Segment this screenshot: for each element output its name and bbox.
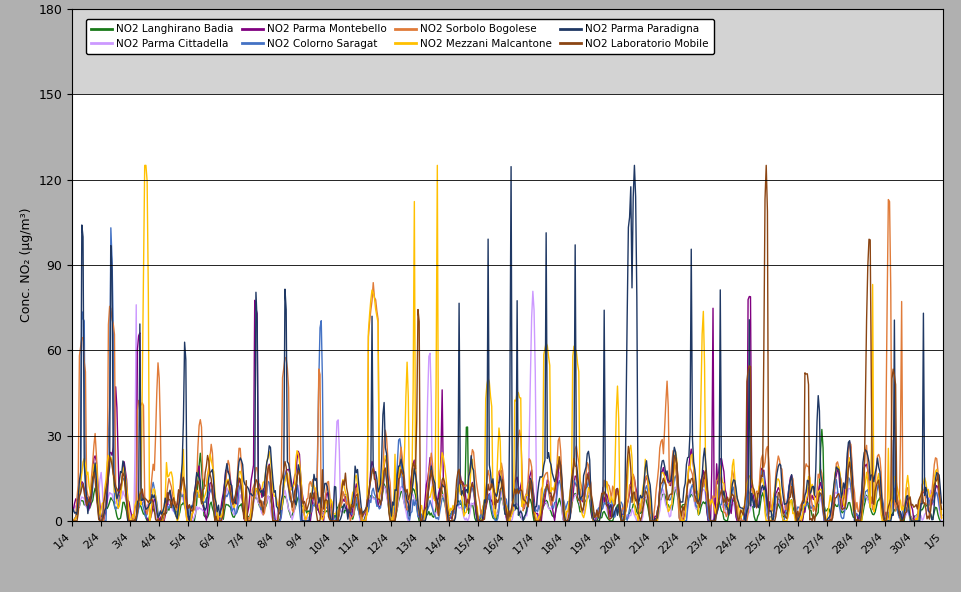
NO2 Mezzani Malcantone xyxy=(82,468,93,475)
NO2 Parma Cittadella xyxy=(640,493,652,500)
NO2 Colorno Saragat xyxy=(82,500,93,507)
NO2 Laboratorio Mobile xyxy=(306,496,317,503)
NO2 Laboratorio Mobile xyxy=(66,517,78,525)
NO2 Mezzani Malcantone xyxy=(935,515,947,522)
NO2 Colorno Saragat xyxy=(307,501,318,509)
Y-axis label: Conc. NO₂ (µg/m³): Conc. NO₂ (µg/m³) xyxy=(20,208,33,322)
NO2 Laboratorio Mobile xyxy=(259,488,271,495)
NO2 Parma Paradigna xyxy=(66,510,78,517)
NO2 Sorbolo Bogolese xyxy=(259,501,271,509)
NO2 Parma Cittadella xyxy=(527,288,538,295)
NO2 Langhirano Badia xyxy=(461,423,473,430)
NO2 Laboratorio Mobile xyxy=(82,498,93,506)
NO2 Parma Cittadella xyxy=(260,498,272,505)
NO2 Laboratorio Mobile xyxy=(171,498,183,506)
NO2 Colorno Saragat xyxy=(173,505,185,512)
NO2 Parma Montebello xyxy=(307,498,318,505)
NO2 Parma Paradigna xyxy=(935,500,947,507)
NO2 Parma Montebello xyxy=(95,517,107,525)
NO2 Sorbolo Bogolese xyxy=(935,514,947,521)
NO2 Mezzani Malcantone xyxy=(639,456,651,463)
NO2 Sorbolo Bogolese xyxy=(66,517,78,525)
NO2 Parma Cittadella xyxy=(152,517,163,525)
NO2 Colorno Saragat xyxy=(639,485,651,493)
NO2 Parma Montebello xyxy=(82,494,93,501)
NO2 Parma Cittadella xyxy=(66,507,78,514)
NO2 Langhirano Badia xyxy=(613,512,625,519)
NO2 Parma Cittadella xyxy=(173,504,185,511)
Line: NO2 Laboratorio Mobile: NO2 Laboratorio Mobile xyxy=(72,165,941,521)
NO2 Sorbolo Bogolese xyxy=(171,504,183,511)
NO2 Parma Montebello xyxy=(173,490,185,497)
NO2 Colorno Saragat xyxy=(613,500,625,507)
NO2 Colorno Saragat xyxy=(935,511,947,519)
NO2 Laboratorio Mobile xyxy=(935,506,947,513)
Line: NO2 Parma Montebello: NO2 Parma Montebello xyxy=(72,297,941,521)
NO2 Parma Paradigna xyxy=(260,459,272,466)
NO2 Parma Paradigna xyxy=(613,501,625,509)
NO2 Laboratorio Mobile xyxy=(612,494,624,501)
NO2 Langhirano Badia xyxy=(306,501,317,509)
NO2 Colorno Saragat xyxy=(105,224,116,231)
Bar xyxy=(72,9,942,94)
NO2 Mezzani Malcantone xyxy=(307,480,318,487)
NO2 Mezzani Malcantone xyxy=(173,514,185,522)
NO2 Parma Paradigna xyxy=(307,487,318,494)
Line: NO2 Langhirano Badia: NO2 Langhirano Badia xyxy=(72,427,941,521)
NO2 Langhirano Badia xyxy=(82,505,93,512)
NO2 Colorno Saragat xyxy=(66,517,78,525)
NO2 Parma Montebello xyxy=(639,477,651,484)
Line: NO2 Parma Cittadella: NO2 Parma Cittadella xyxy=(72,291,941,521)
NO2 Parma Paradigna xyxy=(640,457,652,464)
NO2 Mezzani Malcantone xyxy=(140,162,152,169)
NO2 Langhirano Badia xyxy=(66,517,78,525)
Line: NO2 Parma Paradigna: NO2 Parma Paradigna xyxy=(72,165,941,521)
Legend: NO2 Langhirano Badia, NO2 Parma Cittadella, NO2 Parma Montebello, NO2 Colorno Sa: NO2 Langhirano Badia, NO2 Parma Cittadel… xyxy=(86,19,713,54)
NO2 Parma Cittadella xyxy=(615,507,627,514)
NO2 Parma Paradigna xyxy=(94,517,106,525)
NO2 Mezzani Malcantone xyxy=(260,458,272,465)
NO2 Parma Montebello xyxy=(260,475,272,482)
NO2 Laboratorio Mobile xyxy=(638,498,650,506)
NO2 Sorbolo Bogolese xyxy=(82,492,93,499)
NO2 Parma Cittadella xyxy=(935,517,947,525)
NO2 Sorbolo Bogolese xyxy=(881,196,893,203)
NO2 Langhirano Badia xyxy=(639,494,651,501)
Line: NO2 Sorbolo Bogolese: NO2 Sorbolo Bogolese xyxy=(72,200,941,521)
NO2 Parma Montebello xyxy=(66,503,78,510)
NO2 Mezzani Malcantone xyxy=(66,517,78,525)
NO2 Laboratorio Mobile xyxy=(759,162,771,169)
NO2 Langhirano Badia xyxy=(935,517,947,525)
NO2 Parma Paradigna xyxy=(173,503,185,510)
Line: NO2 Colorno Saragat: NO2 Colorno Saragat xyxy=(72,228,941,521)
NO2 Mezzani Malcantone xyxy=(613,504,625,511)
NO2 Parma Paradigna xyxy=(628,162,639,169)
NO2 Langhirano Badia xyxy=(171,510,183,517)
NO2 Parma Cittadella xyxy=(307,506,318,513)
NO2 Sorbolo Bogolese xyxy=(306,482,317,490)
Line: NO2 Mezzani Malcantone: NO2 Mezzani Malcantone xyxy=(72,165,941,521)
NO2 Sorbolo Bogolese xyxy=(638,485,650,492)
NO2 Parma Paradigna xyxy=(82,510,93,517)
NO2 Sorbolo Bogolese xyxy=(612,490,624,497)
NO2 Langhirano Badia xyxy=(259,503,271,510)
NO2 Parma Montebello xyxy=(743,293,754,300)
NO2 Colorno Saragat xyxy=(260,489,272,496)
NO2 Parma Montebello xyxy=(613,501,625,508)
NO2 Parma Montebello xyxy=(935,511,947,519)
NO2 Parma Cittadella xyxy=(82,506,93,513)
